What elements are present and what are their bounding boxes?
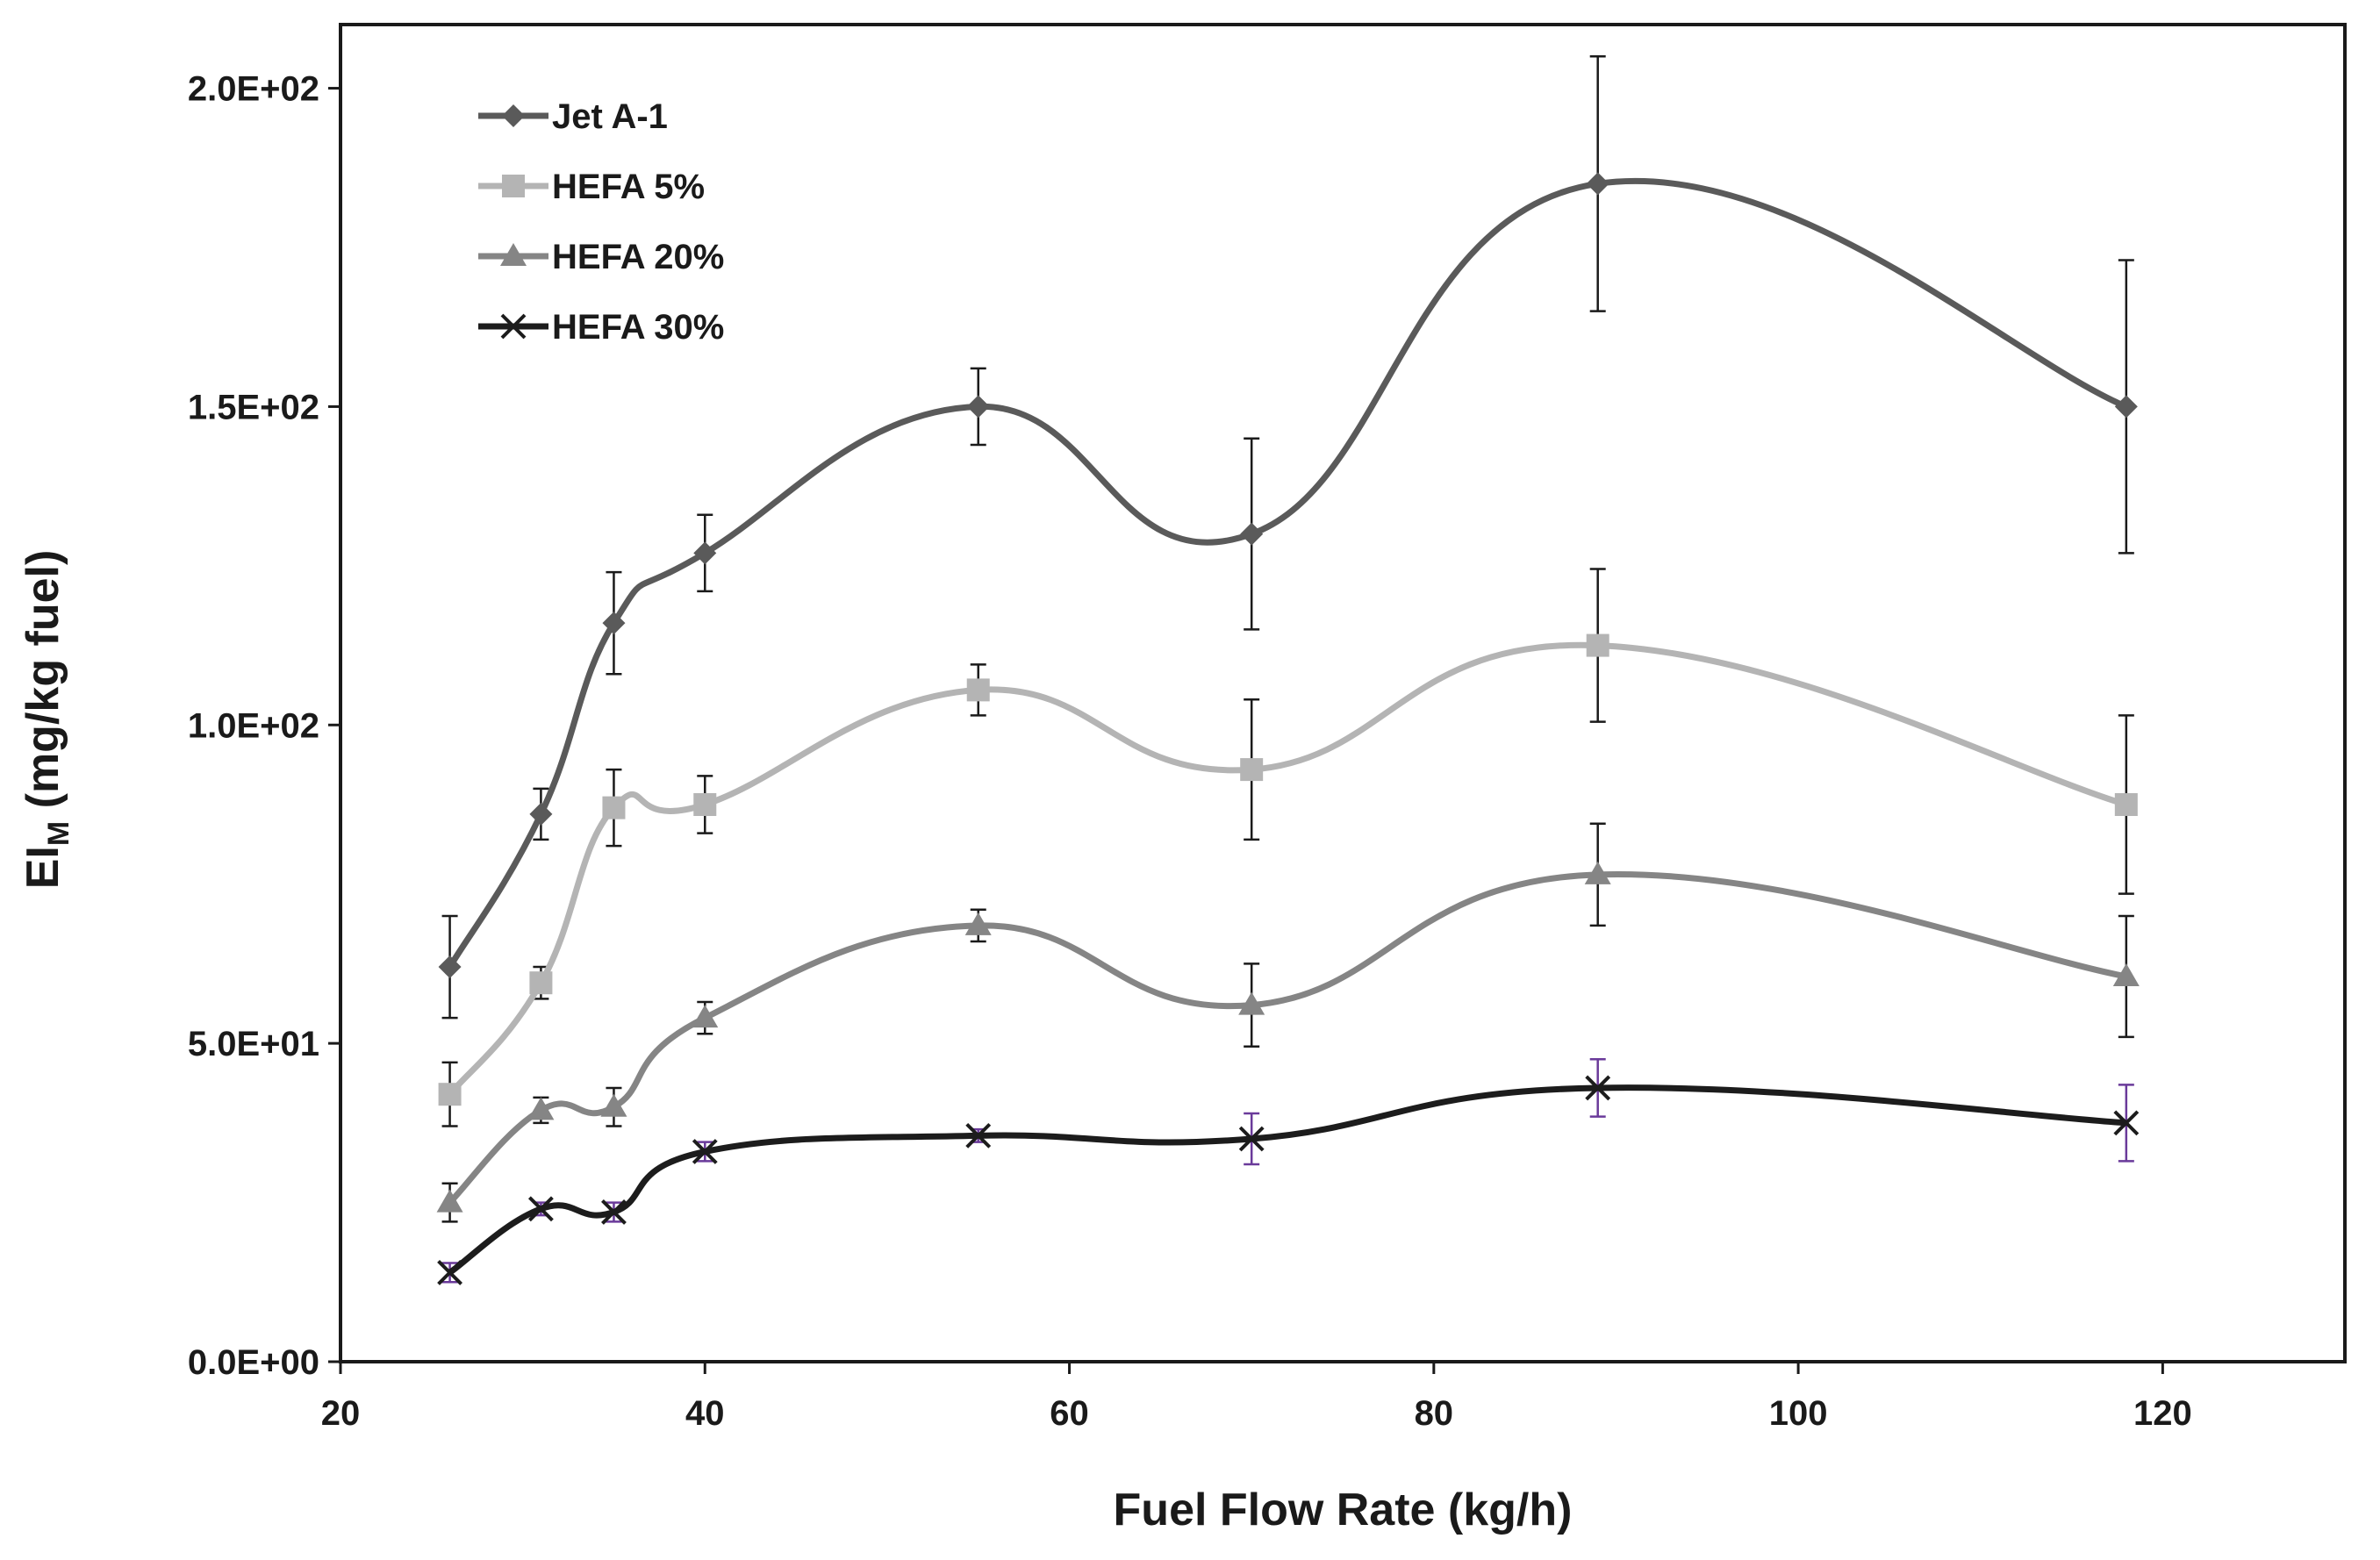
- data-point: [602, 796, 626, 819]
- data-point: [1586, 633, 1609, 657]
- x-tick-label: 120: [2133, 1394, 2192, 1433]
- y-tick-label: 5.0E+01: [188, 1025, 319, 1063]
- x-axis-title: Fuel Flow Rate (kg/h): [1114, 1485, 1573, 1535]
- y-tick-label: 0.0E+00: [188, 1343, 319, 1382]
- plot-area: [339, 23, 2347, 1363]
- legend: Jet A-1 HEFA 5% HEFA 20% HEFA 30%: [478, 97, 724, 347]
- data-point: [1586, 172, 1609, 196]
- series-line: [447, 641, 2127, 1097]
- legend-label: HEFA 20%: [552, 238, 724, 276]
- y-axis-title: EIM (mg/kg fuel): [18, 550, 75, 890]
- y-tick-label: 1.0E+02: [188, 706, 319, 745]
- data-point: [1238, 1126, 1265, 1152]
- legend-marker: [502, 104, 525, 127]
- legend-item: HEFA 30%: [478, 308, 724, 347]
- data-point: [1585, 1075, 1611, 1101]
- data-point: [602, 612, 626, 635]
- data-point: [438, 955, 462, 979]
- data-point: [692, 1139, 718, 1164]
- legend-item: HEFA 20%: [478, 238, 724, 276]
- legend-item: Jet A-1: [478, 97, 668, 136]
- data-point: [693, 541, 717, 565]
- data-point: [692, 1005, 719, 1028]
- data-point: [2114, 793, 2138, 816]
- data-point: [2112, 962, 2140, 986]
- data-point: [601, 1199, 627, 1225]
- x-tick-label: 100: [1769, 1394, 1828, 1433]
- series-hefa-5-: [438, 568, 2138, 1127]
- x-tick-label: 60: [1050, 1394, 1089, 1433]
- data-point: [2113, 1110, 2140, 1136]
- data-point: [964, 912, 992, 935]
- legend-item: HEFA 5%: [478, 168, 705, 206]
- x-tick-label: 40: [685, 1394, 725, 1433]
- y-axis-title-main: EI: [18, 846, 68, 889]
- series-line: [448, 870, 2127, 1206]
- legend-label: HEFA 5%: [552, 168, 705, 206]
- legend-marker: [500, 243, 527, 266]
- data-point: [2114, 395, 2138, 419]
- x-tick-label: 20: [321, 1394, 361, 1433]
- data-point: [693, 793, 717, 816]
- y-tick-label: 1.5E+02: [188, 388, 319, 426]
- data-point: [1240, 758, 1264, 782]
- series-hefa-20-: [436, 822, 2140, 1223]
- series-hefa-30-: [437, 1058, 2140, 1285]
- series-layer: [436, 55, 2140, 1285]
- data-point: [966, 395, 990, 419]
- legend-marker: [500, 313, 527, 340]
- data-point: [600, 1093, 627, 1117]
- data-point: [436, 1189, 463, 1213]
- data-point: [965, 1122, 992, 1149]
- data-point: [529, 802, 553, 826]
- series-jet-a-1: [438, 55, 2138, 1020]
- y-axis-title-rest: (mg/kg fuel): [18, 550, 68, 821]
- data-point: [966, 678, 990, 702]
- legend-label: Jet A-1: [552, 97, 668, 136]
- data-point: [1240, 522, 1264, 546]
- axis-ticks: 20 40 60 80 100 120 0.0E+00 5.0E+01 1.0E+02 1.5E+…: [188, 70, 2192, 1433]
- data-point: [529, 971, 553, 995]
- x-tick-label: 80: [1415, 1394, 1454, 1433]
- series-line: [447, 177, 2128, 969]
- y-tick-label: 2.0E+02: [188, 70, 319, 109]
- data-point: [527, 1196, 554, 1222]
- legend-marker: [502, 175, 525, 197]
- data-point: [1584, 861, 1611, 884]
- data-point: [1238, 991, 1265, 1015]
- data-point: [527, 1097, 555, 1120]
- legend-label: HEFA 30%: [552, 308, 724, 347]
- series-line: [448, 1084, 2127, 1276]
- y-axis-title-sub: M: [42, 821, 75, 846]
- data-point: [438, 1083, 462, 1106]
- data-point: [437, 1259, 462, 1285]
